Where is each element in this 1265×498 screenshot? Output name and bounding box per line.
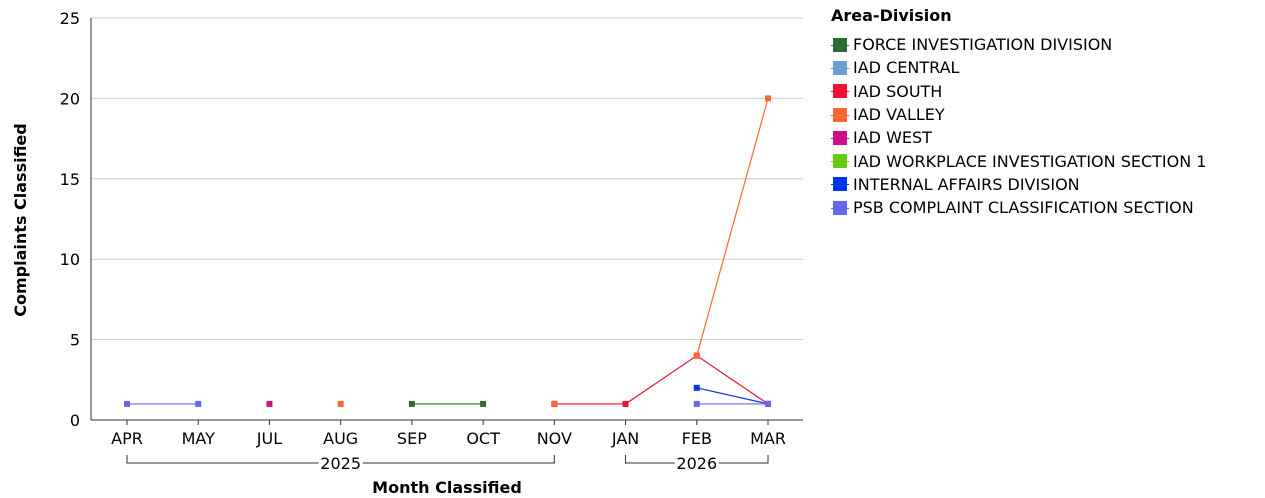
- legend-item[interactable]: IAD VALLEY: [831, 103, 1206, 126]
- data-point[interactable]: [622, 400, 629, 407]
- legend-label: IAD WORKPLACE INVESTIGATION SECTION 1: [853, 151, 1207, 171]
- year-bracket-left: [625, 455, 675, 464]
- legend-title: Area-Division: [831, 6, 952, 25]
- year-label: 2025: [320, 454, 361, 473]
- data-point[interactable]: [693, 352, 700, 359]
- data-point[interactable]: [765, 400, 771, 407]
- x-tick-label: NOV: [537, 429, 572, 448]
- legend-swatch: [831, 175, 849, 193]
- series-line: [696, 98, 769, 356]
- axes: [90, 18, 803, 425]
- legend-swatch: [831, 106, 849, 124]
- x-tick-label: JAN: [611, 429, 639, 448]
- legend-label: IAD WEST: [853, 128, 932, 148]
- y-tick-label: 25: [60, 9, 80, 28]
- legend-swatch: [831, 36, 849, 54]
- data-point[interactable]: [693, 400, 700, 407]
- legend-swatch: [831, 199, 849, 217]
- data-point[interactable]: [693, 384, 700, 391]
- legend-item[interactable]: PSB COMPLAINT CLASSIFICATION SECTION: [831, 196, 1206, 219]
- legend-item[interactable]: IAD CENTRAL: [831, 56, 1206, 79]
- legend-item[interactable]: IAD WEST: [831, 126, 1206, 149]
- x-tick-label: AUG: [323, 429, 358, 448]
- legend-item[interactable]: FORCE INVESTIGATION DIVISION: [831, 33, 1206, 56]
- y-axis-title: Complaints Classified: [11, 123, 30, 316]
- data-point[interactable]: [337, 400, 344, 407]
- series-line: [696, 387, 769, 405]
- x-tick-label: MAY: [182, 429, 216, 448]
- data-point[interactable]: [195, 400, 202, 407]
- data-point[interactable]: [266, 400, 273, 407]
- legend-label: FORCE INVESTIGATION DIVISION: [853, 35, 1113, 55]
- data-point[interactable]: [551, 400, 558, 407]
- series-group: [124, 400, 771, 407]
- series-lines: [124, 95, 771, 407]
- series-line: [554, 354, 769, 405]
- year-bracket-right: [718, 455, 769, 464]
- y-tick-labels: 0 5 10 15 20 25: [60, 9, 80, 430]
- legend-label: IAD SOUTH: [853, 81, 943, 101]
- data-point[interactable]: [124, 400, 130, 407]
- x-tick-label: FEB: [682, 429, 712, 448]
- y-tick-label: 20: [60, 89, 80, 108]
- legend-item[interactable]: IAD WORKPLACE INVESTIGATION SECTION 1: [831, 149, 1206, 172]
- x-tick-label: SEP: [397, 429, 427, 448]
- series-group: [408, 400, 487, 407]
- y-tick-label: 15: [60, 170, 80, 189]
- y-tick-label: 0: [70, 411, 80, 430]
- x-tick-labels: APR MAY JUL AUG SEP OCT NOV JAN FEB MAR: [111, 429, 786, 448]
- data-point[interactable]: [480, 400, 487, 407]
- legend-item[interactable]: INTERNAL AFFAIRS DIVISION: [831, 173, 1206, 196]
- data-point[interactable]: [765, 95, 771, 102]
- legend-swatch: [831, 82, 849, 100]
- legend-swatch: [831, 59, 849, 77]
- legend-label: IAD VALLEY: [853, 105, 945, 125]
- y-tick-label: 5: [70, 331, 80, 350]
- legend-swatch: [831, 152, 849, 170]
- series-group: [551, 352, 771, 407]
- legend-swatch: [831, 129, 849, 147]
- legend-label: IAD CENTRAL: [853, 58, 960, 78]
- legend: Area-Division FORCE INVESTIGATION DIVISI…: [831, 6, 1206, 219]
- series-group: [266, 400, 273, 407]
- legend-item[interactable]: IAD SOUTH: [831, 80, 1206, 103]
- year-bracket-left: [126, 455, 319, 464]
- x-axis-title: Month Classified: [372, 478, 522, 497]
- x-tick-label: MAR: [750, 429, 786, 448]
- year-bracket-right: [362, 455, 555, 464]
- year-group-brackets: 2025 2026: [126, 454, 769, 473]
- series-group: [337, 95, 771, 407]
- legend-label: INTERNAL AFFAIRS DIVISION: [853, 174, 1080, 194]
- gridlines: [91, 17, 803, 341]
- x-tick-label: APR: [111, 429, 143, 448]
- legend-items: FORCE INVESTIGATION DIVISION IAD CENTRAL I…: [831, 33, 1206, 219]
- year-label: 2026: [676, 454, 717, 473]
- x-tick-label: JUL: [256, 429, 282, 448]
- data-point[interactable]: [408, 400, 415, 407]
- y-tick-label: 10: [60, 250, 80, 269]
- legend-label: PSB COMPLAINT CLASSIFICATION SECTION: [853, 198, 1194, 218]
- x-tick-label: OCT: [466, 429, 500, 448]
